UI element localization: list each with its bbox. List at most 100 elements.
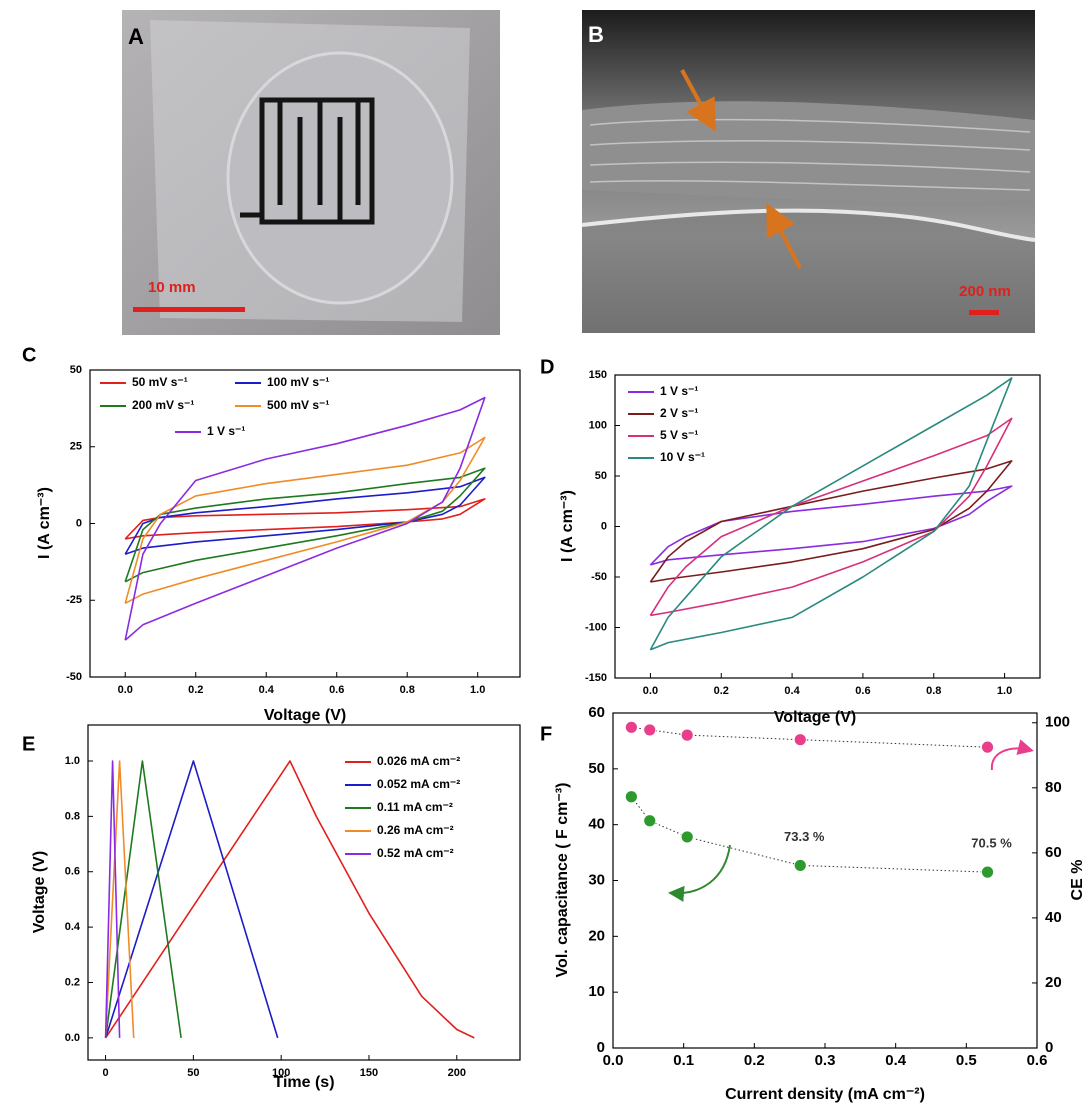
legend-label: 1 V s⁻¹ [660,384,698,398]
scale-bar-label: 200 nm [959,283,1011,300]
point [981,740,994,754]
y-tick-label: 25 [70,441,82,453]
y2-tick-label: 0 [1045,1039,1053,1056]
y-tick-label: 0.8 [65,810,80,822]
y-tick-label: -50 [591,571,607,583]
arrow [990,739,1034,771]
y-tick-label: 0 [597,1039,605,1056]
y2-axis-title: CE % [1069,860,1086,901]
legend-label: 0.11 mA cm⁻² [377,800,453,814]
series-line [124,396,486,641]
y-tick-label: 60 [588,704,605,721]
point [624,720,638,734]
x-tick-label: 0.3 [815,1052,836,1069]
series-line [104,760,279,1039]
series-line [649,485,1013,566]
x-tick-label: 0.1 [673,1052,694,1069]
panel-label: E [22,733,35,755]
point [793,859,807,872]
x-tick-label: 0.2 [744,1052,765,1069]
y-axis-title: Vol. capacitance ( F cm⁻³) [554,783,571,978]
y-tick-label: 100 [589,419,607,431]
panel-label: B [588,22,604,47]
photo-b: 200 nm B [581,10,1036,333]
y-tick-label: 20 [588,927,605,944]
panel-label: D [540,356,554,378]
point [624,790,638,804]
x-axis-title: Voltage (V) [264,707,346,724]
legend-label: 0.052 mA cm⁻² [377,777,460,791]
series-line [649,377,1013,651]
y2-tick-label: 80 [1045,779,1062,796]
y-tick-label: 0.2 [65,976,80,988]
scale-bar-label: 10 mm [148,279,196,296]
legend-label: 200 mV s⁻¹ [132,398,194,412]
x-tick-label: 200 [448,1067,466,1079]
x-tick-label: 0.4 [259,684,275,696]
x-tick-label: 0.2 [188,684,203,696]
y2-tick-label: 40 [1045,909,1062,926]
photo-a: 10 mm A [122,10,500,335]
x-tick-label: 0.8 [400,684,415,696]
y-axis-title: I (A cm⁻³) [559,490,576,562]
series-line [124,498,486,540]
legend-label: 2 V s⁻¹ [660,406,698,420]
annotation: 70.5 % [971,836,1012,851]
x-tick-label: 100 [272,1067,290,1079]
x-tick-label: 0.4 [885,1052,907,1069]
legend-label: 0.52 mA cm⁻² [377,846,454,860]
y-tick-label: 0 [76,517,82,529]
point [680,830,694,844]
legend-label: 1 V s⁻¹ [207,424,245,438]
x-axis-title: Time (s) [273,1074,334,1091]
point [643,814,657,828]
y-axis-title: Voltage (V) [31,851,48,933]
y-tick-label: 10 [588,983,605,1000]
legend-label: 0.26 mA cm⁻² [377,823,454,837]
legend-label: 100 mV s⁻¹ [267,375,329,389]
y2-tick-label: 60 [1045,844,1062,861]
y2-tick-label: 100 [1045,714,1070,731]
plot-frame [87,724,521,1061]
x-tick-label: 0.8 [926,685,941,697]
y-tick-label: 50 [588,760,605,777]
trend-line [631,796,988,873]
x-tick-label: 150 [360,1067,378,1079]
series-line [649,460,1013,583]
y-tick-label: -25 [66,594,82,606]
x-tick-label: 50 [187,1067,199,1079]
series-line [124,436,486,605]
point [643,723,657,737]
point [680,728,694,742]
x-tick-label: 0 [102,1067,108,1079]
legend-label: 5 V s⁻¹ [660,428,698,442]
x-tick-label: 0.6 [329,684,344,696]
plot-frame [612,712,1038,1049]
x-tick-label: 0.0 [643,685,658,697]
panel-label: C [22,344,36,366]
series-line [104,760,475,1039]
x-tick-label: 1.0 [470,684,485,696]
legend-label: 500 mV s⁻¹ [267,398,329,412]
y-tick-label: 0.6 [65,866,80,878]
y-tick-label: 30 [588,871,605,888]
y-tick-label: -100 [585,621,607,633]
panel-label: A [128,24,144,49]
y-tick-label: 50 [70,364,82,376]
x-tick-label: 0.0 [118,684,133,696]
y-tick-label: 150 [589,369,607,381]
series-line [649,417,1013,617]
series-line [124,467,486,583]
series-line [104,760,135,1038]
x-axis-title: Voltage (V) [774,709,856,726]
y-tick-label: -150 [585,672,607,684]
x-tick-label: 0.4 [784,685,800,697]
x-tick-label: 0.0 [603,1052,624,1069]
y-tick-label: 50 [595,470,607,482]
point [981,865,994,879]
y-axis-title: I (A cm⁻³) [36,487,53,559]
x-tick-label: 0.6 [855,685,870,697]
x-tick-label: 0.6 [1027,1052,1048,1069]
